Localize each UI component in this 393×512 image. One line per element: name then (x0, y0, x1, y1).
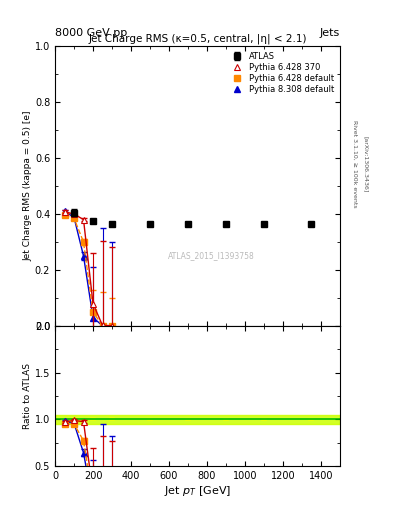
Legend: ATLAS, Pythia 6.428 370, Pythia 6.428 default, Pythia 8.308 default: ATLAS, Pythia 6.428 370, Pythia 6.428 de… (227, 50, 336, 96)
Y-axis label: Ratio to ATLAS: Ratio to ATLAS (23, 363, 32, 429)
Pythia 8.308 default (62, 208, 67, 215)
Text: ATLAS_2015_I1393758: ATLAS_2015_I1393758 (168, 251, 255, 261)
Pythia 8.308 default (72, 215, 76, 221)
Pythia 6.428 default (81, 239, 86, 245)
Pythia 8.308 default (81, 253, 86, 259)
Pythia 6.428 default (110, 323, 114, 329)
Text: Rivet 3.1.10, ≥ 100k events: Rivet 3.1.10, ≥ 100k events (352, 120, 357, 208)
Pythia 8.308 default (91, 314, 95, 321)
Title: Jet Charge RMS (κ=0.5, central, |η| < 2.1): Jet Charge RMS (κ=0.5, central, |η| < 2.… (88, 34, 307, 45)
Y-axis label: Jet Charge RMS (kappa = 0.5) [e]: Jet Charge RMS (kappa = 0.5) [e] (23, 111, 32, 261)
Text: [arXiv:1306.3436]: [arXiv:1306.3436] (364, 136, 369, 192)
Text: 8000 GeV pp: 8000 GeV pp (55, 28, 127, 38)
Pythia 6.428 default (72, 215, 76, 221)
Pythia 6.428 370 (62, 209, 67, 215)
Pythia 6.428 default (91, 309, 95, 315)
Pythia 6.428 default (62, 211, 67, 218)
Pythia 8.308 default (100, 323, 105, 329)
Pythia 6.428 default (100, 323, 105, 329)
Bar (55, 415, 340, 424)
Pythia 6.428 370 (81, 217, 86, 223)
X-axis label: Jet $p_T$ [GeV]: Jet $p_T$ [GeV] (164, 483, 231, 498)
Line: Pythia 8.308 default: Pythia 8.308 default (61, 208, 116, 329)
Text: Jets: Jets (320, 28, 340, 38)
Pythia 6.428 370 (100, 323, 105, 329)
Pythia 6.428 370 (110, 323, 114, 329)
Pythia 6.428 370 (91, 301, 95, 307)
Line: Pythia 6.428 370: Pythia 6.428 370 (61, 208, 116, 329)
Pythia 6.428 370 (72, 211, 76, 217)
Pythia 8.308 default (110, 323, 114, 329)
Line: Pythia 6.428 default: Pythia 6.428 default (62, 212, 115, 329)
